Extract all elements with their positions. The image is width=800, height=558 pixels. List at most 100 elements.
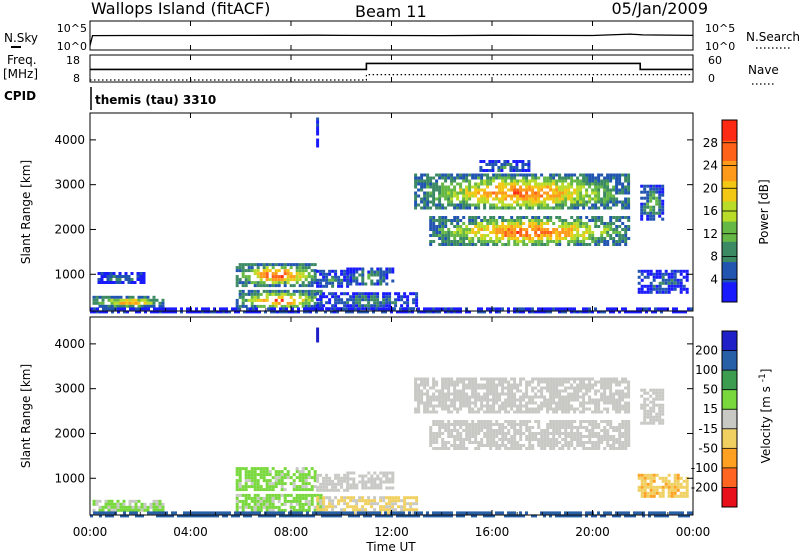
echo-cell: [649, 196, 653, 200]
echo-cell: [453, 447, 457, 450]
echo-cell: [618, 243, 622, 246]
echo-cell: [459, 420, 463, 423]
echo-cell: [503, 160, 507, 163]
echo-cell: [450, 191, 454, 195]
echo-cell: [423, 307, 426, 311]
echo-cell: [414, 392, 418, 396]
echo-cell: [579, 389, 583, 393]
echo-cell: [516, 191, 520, 195]
echo-cell: [624, 228, 628, 231]
echo-cell: [361, 292, 365, 296]
echo-cell: [207, 310, 210, 314]
echo-cell: [289, 272, 293, 276]
echo-cell: [346, 496, 350, 500]
echo-cell: [441, 383, 445, 387]
echo-cell: [235, 493, 239, 497]
echo-cell: [346, 505, 350, 509]
echo-cell: [444, 240, 448, 243]
echo-cell: [376, 279, 380, 283]
echo-cell: [579, 380, 583, 384]
echo-cell: [612, 228, 616, 231]
echo-cell: [301, 479, 305, 483]
echo-cell: [370, 480, 374, 484]
echo-cell: [637, 488, 641, 492]
echo-cell: [447, 234, 451, 237]
echo-cell: [624, 191, 628, 195]
echo-cell: [652, 278, 656, 282]
echo-cell: [591, 432, 595, 435]
echo-cell: [676, 479, 680, 483]
echo-cell: [304, 488, 308, 492]
echo-cell: [516, 386, 520, 390]
echo-cell: [540, 432, 544, 435]
echo-cell: [462, 420, 466, 423]
echo-cell: [325, 281, 329, 285]
echo-cell: [456, 219, 460, 222]
echo-cell: [238, 266, 242, 270]
echo-cell: [651, 511, 654, 515]
echo-cell: [349, 276, 353, 280]
echo-cell: [307, 473, 311, 477]
echo-cell: [667, 281, 671, 285]
echo-cell: [685, 491, 689, 495]
echo-cell: [155, 499, 159, 503]
echo-cell: [328, 476, 332, 480]
echo-cell: [652, 397, 656, 401]
echo-cell: [300, 511, 303, 515]
echo-cell: [561, 377, 565, 381]
echo-cell: [241, 485, 245, 489]
echo-cell: [679, 476, 683, 480]
noise-right-tick-bottom: 10^0: [705, 40, 735, 53]
echo-cell: [468, 185, 472, 189]
echo-cell: [486, 401, 490, 405]
echo-cell: [516, 432, 520, 435]
echo-cell: [643, 494, 647, 498]
echo-cell: [346, 477, 350, 481]
echo-cell: [558, 197, 562, 201]
echo-cell: [322, 485, 326, 489]
echo-cell: [525, 389, 529, 393]
echo-cell: [119, 508, 123, 512]
echo-cell: [624, 514, 627, 518]
echo-cell: [646, 211, 650, 215]
echo-cell: [426, 389, 430, 393]
echo-cell: [397, 499, 401, 503]
echo-cell: [310, 263, 314, 267]
echo-cell: [558, 407, 562, 411]
echo-cell: [310, 275, 314, 279]
echo-cell: [570, 383, 574, 387]
echo-cell: [349, 282, 353, 286]
echo-cell: [489, 392, 493, 396]
echo-cell: [441, 392, 445, 396]
echo-cell: [474, 173, 478, 177]
echo-cell: [612, 441, 616, 444]
echo-cell: [116, 298, 120, 302]
echo-cell: [453, 188, 457, 192]
echo-cell: [474, 386, 478, 390]
echo-cell: [603, 511, 606, 515]
echo-cell: [250, 301, 254, 305]
echo-cell: [621, 444, 625, 447]
echo-cell: [591, 401, 595, 405]
echo-cell: [180, 514, 183, 518]
echo-cell: [606, 423, 610, 426]
echo-cell: [235, 473, 239, 477]
echo-cell: [125, 304, 129, 308]
echo-cell: [603, 429, 607, 432]
echo-cell: [597, 240, 601, 243]
echo-cell: [363, 514, 366, 518]
echo-cell: [579, 420, 583, 423]
echo-cell: [479, 169, 483, 172]
echo-cell: [600, 237, 604, 240]
echo-cell: [582, 203, 586, 207]
echo-cell: [600, 386, 604, 390]
echo-cell: [435, 380, 439, 384]
echo-cell: [441, 511, 444, 515]
echo-cell: [456, 234, 460, 237]
echo-cell: [376, 477, 380, 481]
echo-cell: [471, 176, 475, 180]
echo-cell: [525, 228, 529, 231]
echo-cell: [298, 488, 302, 492]
echo-cell: [456, 432, 460, 435]
